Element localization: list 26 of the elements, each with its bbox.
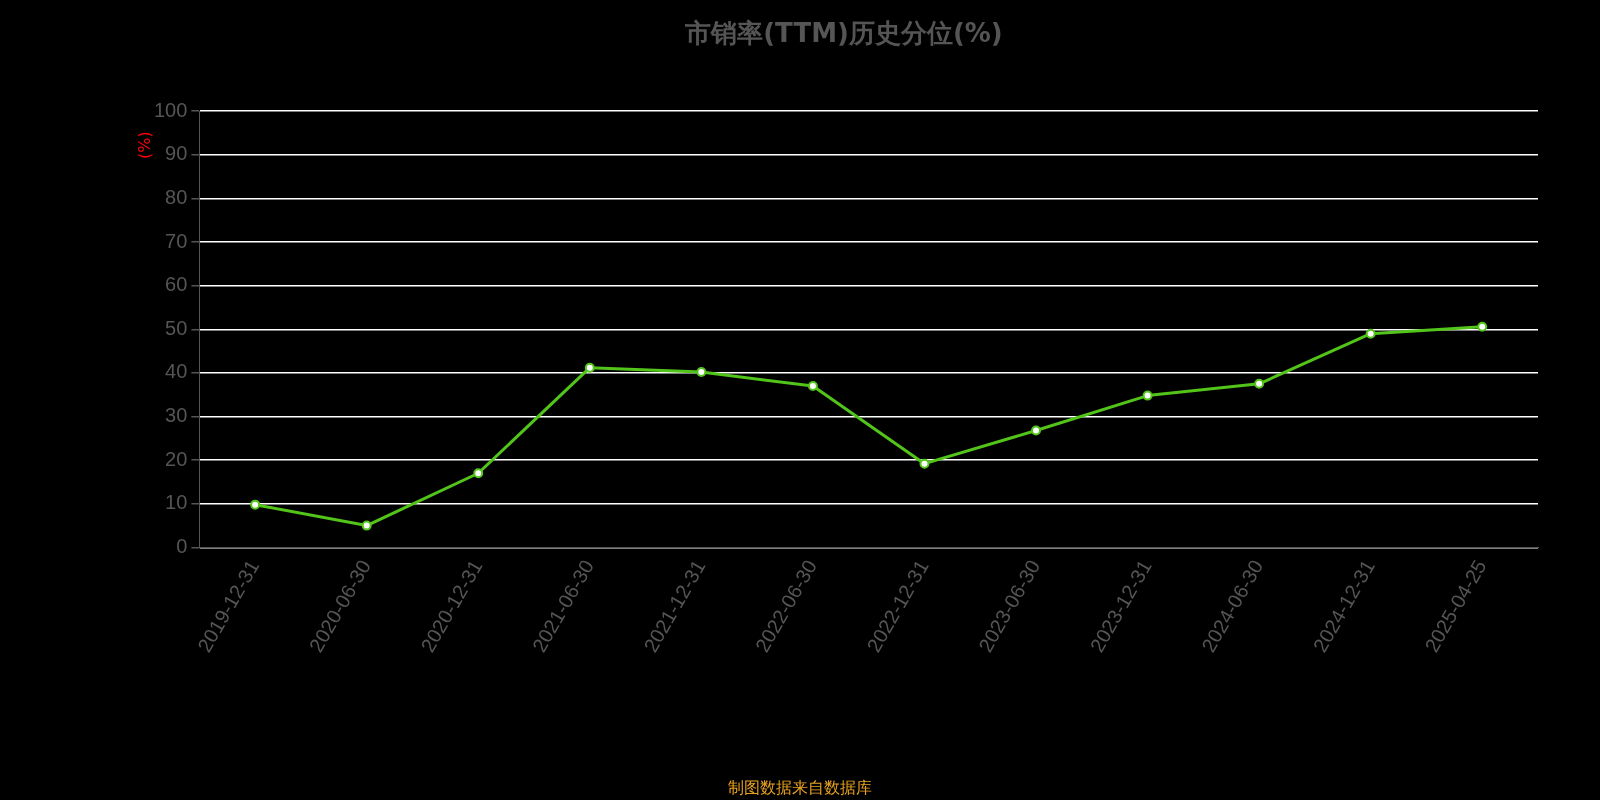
point xyxy=(1365,328,1376,339)
y-tick-label: 90 xyxy=(165,142,188,165)
chart-title: 市销率(TTM)历史分位(%) xyxy=(684,18,1003,49)
point xyxy=(1031,425,1042,436)
y-tick-label: 30 xyxy=(165,404,188,427)
y-tick-label: 100 xyxy=(153,98,188,121)
y-tick-label: 70 xyxy=(165,229,188,252)
y-axis-title: (%) xyxy=(135,131,155,160)
point xyxy=(696,367,707,378)
y-tick-label: 0 xyxy=(176,534,188,557)
y-tick-label: 40 xyxy=(165,360,188,383)
point xyxy=(250,499,261,510)
point xyxy=(361,520,372,531)
point xyxy=(473,468,484,479)
point xyxy=(1254,378,1265,389)
y-tick-label: 10 xyxy=(165,491,188,514)
y-tick-label: 50 xyxy=(165,316,188,339)
point xyxy=(919,458,930,469)
y-tick-label: 60 xyxy=(165,273,188,296)
text: 制图数据来自数据库 xyxy=(727,778,873,799)
y-tick-label: 80 xyxy=(165,185,188,208)
point xyxy=(807,381,818,392)
y-tick-label: 20 xyxy=(165,447,188,470)
point xyxy=(1477,321,1488,332)
point xyxy=(584,362,595,373)
point xyxy=(1142,390,1153,401)
